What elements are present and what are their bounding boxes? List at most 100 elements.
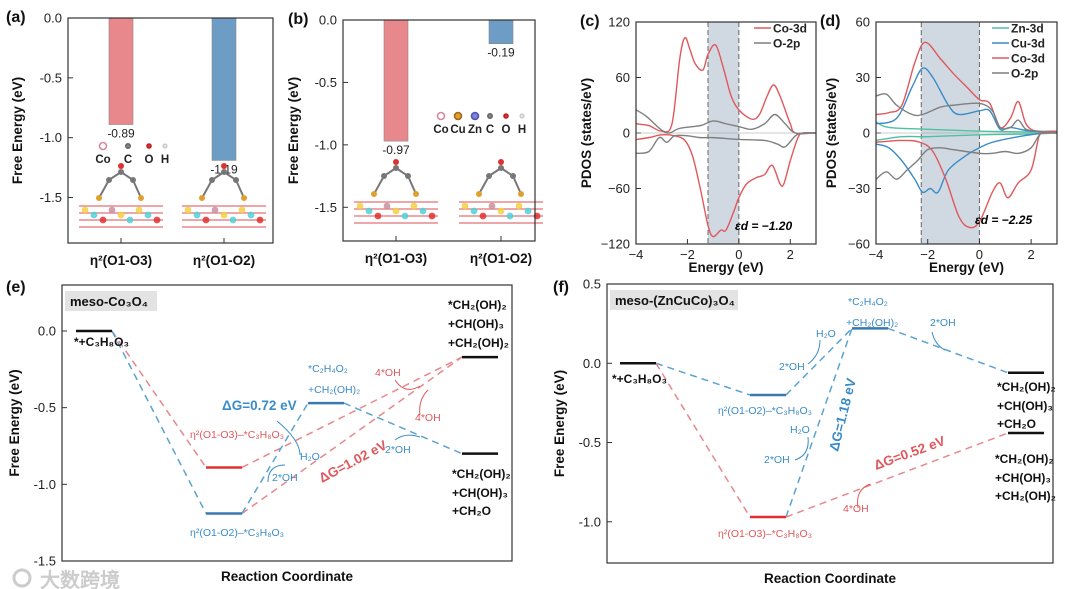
legend-label: O bbox=[502, 124, 511, 136]
annotation-arrow bbox=[857, 483, 871, 509]
legend-atom-zn-icon bbox=[470, 111, 480, 121]
panel-label: (e) bbox=[6, 279, 26, 296]
atom bbox=[381, 173, 387, 179]
atom bbox=[506, 212, 514, 220]
y-tick-label: -0.5 bbox=[579, 435, 601, 450]
y-tick-label: 0 bbox=[623, 126, 630, 141]
pathway-annotation: ΔG=0.72 eV bbox=[222, 398, 297, 413]
pathway-annotation: H₂O bbox=[816, 328, 836, 340]
pathway-annotation: +CH₂O bbox=[452, 504, 491, 518]
y-tick-label: 0 bbox=[863, 126, 870, 141]
atom bbox=[497, 207, 505, 215]
atom bbox=[229, 216, 237, 224]
atom bbox=[108, 206, 116, 214]
legend-label: O-2p bbox=[1011, 67, 1038, 81]
pdos-curve-o-2p-down bbox=[635, 132, 817, 155]
pathway-annotation: +CH₂(OH)₂ bbox=[448, 336, 509, 350]
bar-2 bbox=[211, 17, 237, 161]
legend-label: Co bbox=[95, 154, 110, 166]
y-tick-label: −120 bbox=[601, 237, 630, 252]
pathway-annotation: +CH(OH)₃ bbox=[452, 486, 508, 500]
pathway-connector bbox=[785, 328, 853, 518]
pathway-annotation: 4*OH bbox=[375, 367, 401, 379]
atom bbox=[365, 207, 373, 215]
pathway-annotation: *CH₂(OH)₂ bbox=[452, 467, 511, 481]
pathway-connector bbox=[655, 362, 751, 518]
atom bbox=[486, 173, 492, 179]
bar-1 bbox=[108, 17, 134, 125]
plot-frame bbox=[342, 19, 536, 242]
atom bbox=[233, 177, 239, 183]
plot-frame bbox=[67, 17, 274, 244]
bar-1 bbox=[383, 19, 409, 142]
legend-label: Cu-3d bbox=[1011, 37, 1045, 51]
pathway-annotation: 2*OH bbox=[764, 454, 790, 466]
annotation-arrow bbox=[394, 434, 421, 441]
y-tick-label: −30 bbox=[848, 181, 870, 196]
legend-atom-c-icon bbox=[486, 113, 493, 120]
y-tick-label: -1.0 bbox=[34, 477, 56, 492]
pathway-connector bbox=[241, 402, 309, 514]
atom bbox=[211, 206, 219, 214]
legend-label: C bbox=[124, 154, 132, 166]
atom bbox=[96, 195, 102, 201]
annotation-arrow bbox=[931, 331, 946, 351]
atom bbox=[510, 173, 516, 179]
annotation-arrow bbox=[794, 436, 809, 461]
legend-label: Co-3d bbox=[1011, 52, 1045, 66]
y-axis-label: PDOS (states/eV) bbox=[824, 78, 839, 188]
panel-label: (b) bbox=[288, 11, 308, 28]
panel-a: (a) 0.0 -0.5 -1.0 -1.5 Free Energy (eV) -0.89 η… bbox=[6, 9, 274, 268]
atom bbox=[419, 207, 427, 215]
legend-atom-c-icon bbox=[125, 143, 132, 150]
legend-atom-co-icon bbox=[436, 111, 446, 121]
atom bbox=[461, 202, 469, 210]
pathway-connector bbox=[241, 356, 463, 515]
y-tick-label: -0.5 bbox=[40, 70, 62, 85]
x-tick-label: 2 bbox=[787, 247, 794, 262]
atom bbox=[221, 169, 227, 175]
atom bbox=[476, 191, 482, 197]
plot-frame bbox=[606, 283, 1054, 564]
x-axis-label: Reaction Coordinate bbox=[764, 571, 897, 586]
pathway-annotation: 2*OH bbox=[779, 361, 805, 373]
annotation-arrow bbox=[394, 379, 421, 390]
glycerol-backbone bbox=[478, 166, 522, 195]
atom bbox=[118, 163, 124, 169]
panel-e: (e) 0.0 -0.5 -1.0 -1.5 Free Energy (eV) meso-C… bbox=[6, 279, 513, 584]
pathway-annotation: ΔG=1.02 eV bbox=[316, 437, 389, 485]
y-tick-label: 30 bbox=[856, 70, 870, 85]
y-tick-label: −60 bbox=[608, 181, 630, 196]
panel-f: (f) 0.5 0.0 -0.5 -1.0 Free Energy (eV) meso-(Z… bbox=[552, 277, 1056, 587]
panel-label: (c) bbox=[580, 13, 600, 30]
pathway-annotation: 2*OH bbox=[930, 317, 956, 329]
adsorption-structure-illustration bbox=[459, 159, 543, 224]
pdos-curve-co-3d-up bbox=[875, 41, 1058, 133]
pathway-annotation: 4*OH bbox=[415, 412, 441, 424]
atom bbox=[220, 211, 228, 219]
pathway-annotation: 4*OH bbox=[843, 503, 869, 515]
annotation-arrow bbox=[276, 420, 301, 456]
x-tick-label: η²(O1-O3) bbox=[90, 253, 152, 268]
pdos-curve-co-3d-down bbox=[635, 131, 817, 238]
atom bbox=[401, 212, 409, 220]
y-tick-label: 120 bbox=[608, 15, 630, 30]
y-tick-label: -1.0 bbox=[315, 137, 337, 152]
atom bbox=[238, 206, 246, 214]
atom bbox=[106, 177, 112, 183]
pathway-annotation: *C₂H₄O₂ bbox=[848, 296, 888, 308]
atom bbox=[410, 202, 418, 210]
atom bbox=[515, 202, 523, 210]
atom bbox=[138, 195, 144, 201]
y-tick-label: -0.5 bbox=[34, 400, 56, 415]
atom bbox=[356, 202, 364, 210]
pathway-connector bbox=[241, 356, 463, 469]
atom bbox=[117, 211, 125, 219]
pathway-annotation: η²(O1-O2)–*C₃H₈O₃ bbox=[718, 405, 812, 417]
atom bbox=[99, 216, 107, 224]
y-tick-label: 0.0 bbox=[319, 13, 337, 28]
atom bbox=[405, 173, 411, 179]
glycerol-backbone bbox=[373, 166, 417, 195]
x-tick-label: −4 bbox=[869, 247, 884, 262]
atom bbox=[202, 216, 210, 224]
